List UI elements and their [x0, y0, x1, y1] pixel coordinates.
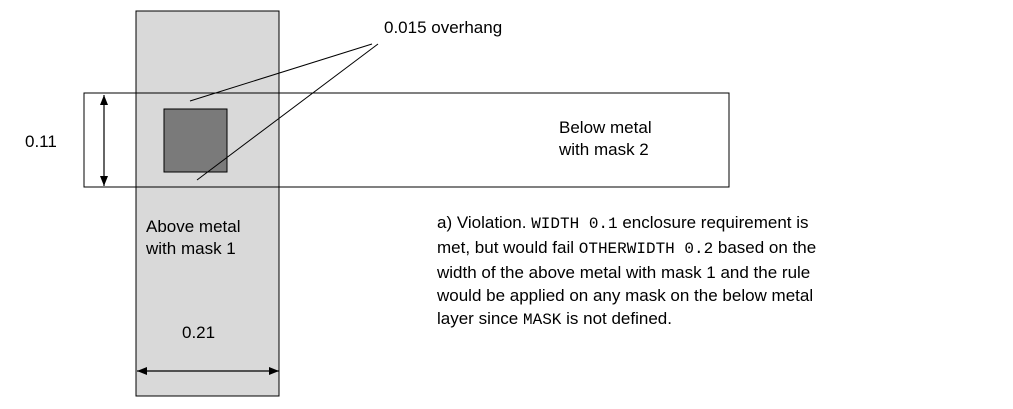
caption-text: based on the	[713, 238, 817, 257]
height-dimension-label: 0.11	[25, 132, 57, 151]
above-metal-label-line2: with mask 1	[146, 239, 236, 258]
caption-line-2: met, but would fail OTHERWIDTH 0.2 based…	[437, 236, 997, 261]
caption-text: width of the above metal with mask 1 and…	[437, 263, 811, 282]
above-metal-label-line1: Above metal	[146, 217, 241, 236]
caption-text: a) Violation.	[437, 213, 532, 232]
caption-text: would be applied on any mask on the belo…	[437, 286, 814, 305]
caption-keyword: OTHERWIDTH 0.2	[578, 240, 714, 258]
caption-line-5: layer since MASK is not defined.	[437, 307, 997, 332]
width-dimension-label: 0.21	[182, 323, 216, 342]
below-metal-label-line2: with mask 2	[559, 140, 649, 159]
above-metal-label: Above metal with mask 1	[146, 216, 241, 260]
below-metal-label: Below metal with mask 2	[559, 117, 652, 161]
overhang-label: 0.015 overhang	[384, 18, 503, 37]
overhang-leader-lower	[196, 43, 379, 181]
caption-line-3: width of the above metal with mask 1 and…	[437, 261, 997, 284]
caption-text: is not defined.	[561, 309, 672, 328]
below-metal-shape	[83, 92, 730, 188]
caption-keyword: WIDTH 0.1	[531, 215, 618, 233]
caption-paragraph: a) Violation. WIDTH 0.1 enclosure requir…	[437, 211, 997, 332]
via-shape	[163, 108, 228, 173]
caption-text: enclosure requirement is	[617, 213, 809, 232]
caption-keyword: MASK	[522, 311, 562, 329]
caption-text: layer since	[437, 309, 523, 328]
above-metal-shape	[135, 10, 280, 397]
caption-line-1: a) Violation. WIDTH 0.1 enclosure requir…	[437, 211, 997, 236]
below-metal-label-line1: Below metal	[559, 118, 652, 137]
caption-line-4: would be applied on any mask on the belo…	[437, 284, 997, 307]
overhang-leader-upper	[189, 43, 373, 102]
caption-text: met, but would fail	[437, 238, 579, 257]
